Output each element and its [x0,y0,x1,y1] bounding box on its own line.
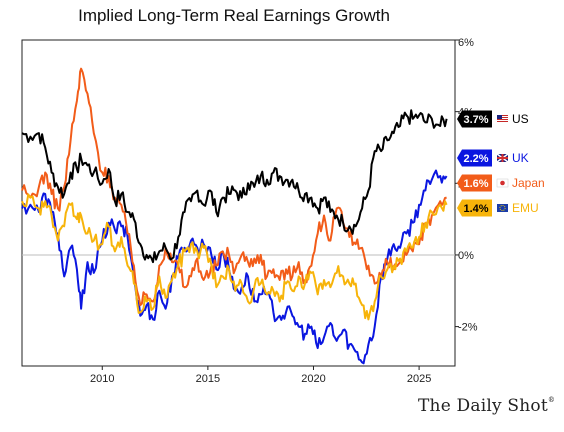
series-layer [21,67,448,365]
eu-flag-icon [499,204,506,212]
legend-layer: 3.7% US 2.2% UK 1.6% Japan 1.4% EMU [457,110,545,217]
us-flag-icon [497,117,508,118]
legend-value-box [457,110,492,128]
legend-value-box [457,174,492,192]
brand-text: The Daily Shot [418,396,548,416]
series-line-us [21,109,448,264]
eu-flag-icon [497,204,508,212]
legend-value: 1.4% [463,203,488,215]
series-line-uk [21,169,448,365]
us-flag-icon [497,119,508,120]
x-tick-label: 2015 [196,373,220,385]
uk-flag-icon [497,157,508,159]
legend-value: 3.7% [463,114,488,126]
legend-label: US [512,112,529,126]
plot-frame [21,39,456,367]
series-line-emu [21,193,448,321]
legend-value-box [457,199,492,217]
x-tick-label: 2025 [407,373,431,385]
brand-mark: ® [547,396,556,404]
y-tick-label: -2% [458,322,478,334]
us-flag-icon [497,115,502,119]
legend-label: Japan [512,176,545,190]
brand-logo: The Daily Shot® [418,396,555,416]
japan-flag-icon [500,180,505,186]
legend-label: EMU [512,201,539,215]
us-flag-icon [497,121,508,122]
legend-value-box [457,149,492,167]
legend-value: 1.6% [463,178,488,190]
chart-title: Implied Long-Term Real Earnings Growth [78,6,390,25]
legend-label: UK [512,151,529,165]
x-tick-label: 2020 [301,373,325,385]
series-line-japan [21,67,447,307]
y-tick-label: 0% [458,250,474,262]
y-tick-label: 6% [458,37,474,49]
us-flag-icon [497,115,508,116]
legend-value: 2.2% [463,153,488,165]
x-tick-label: 2010 [90,373,114,385]
